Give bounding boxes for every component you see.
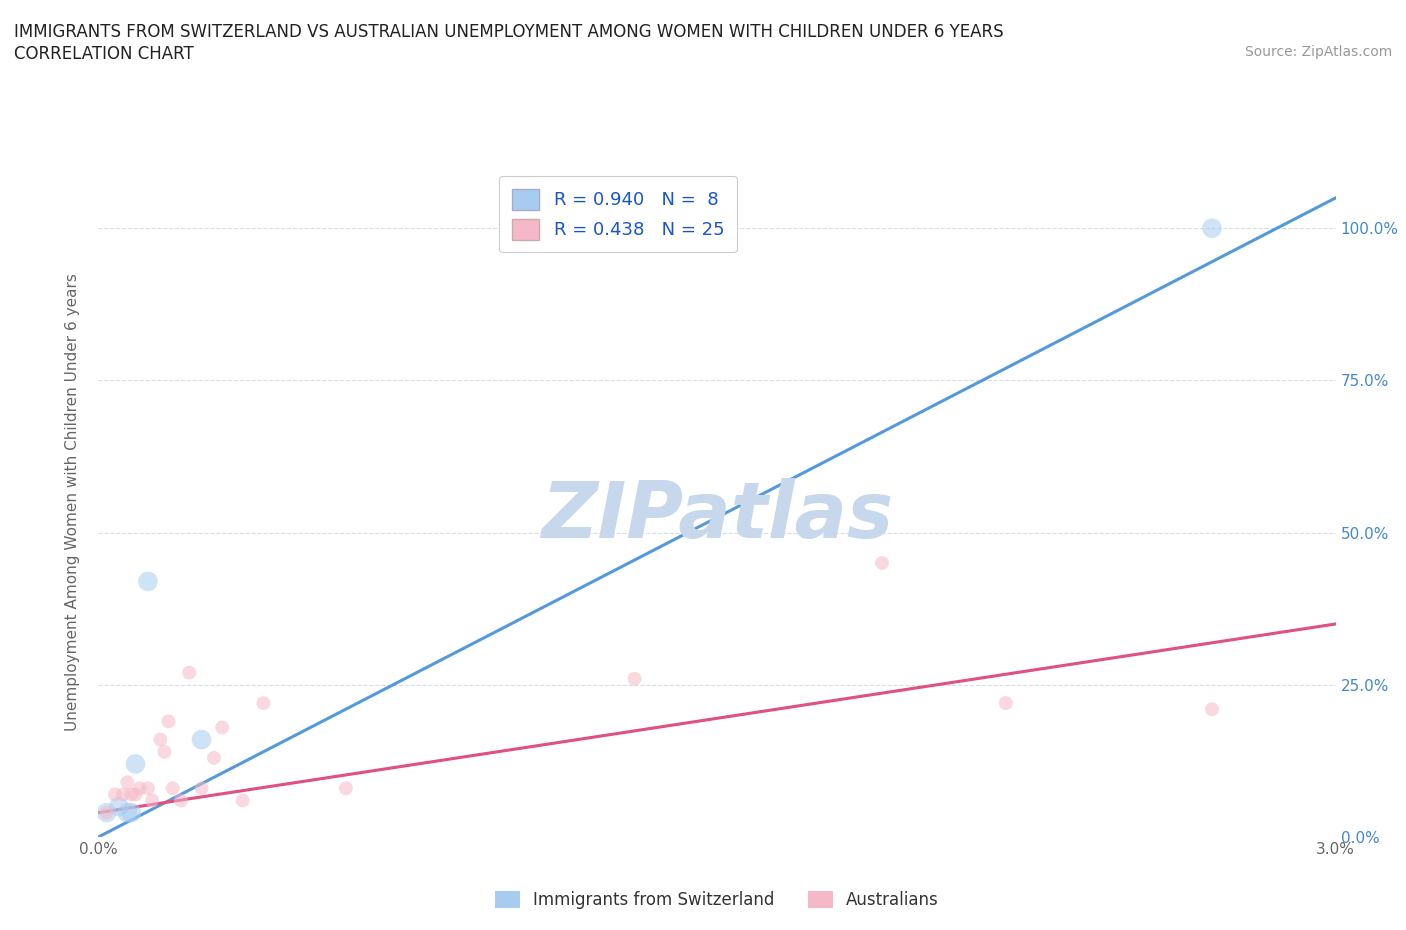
Point (190, 781, 212, 796)
Point (112, 787, 135, 802)
Point (128, 781, 150, 796)
Point (153, 744, 176, 759)
Legend: Immigrants from Switzerland, Australians: Immigrants from Switzerland, Australians (488, 884, 946, 916)
Point (124, 756, 146, 771)
Point (335, 781, 357, 796)
Point (141, 793, 163, 808)
Point (117, 805, 139, 820)
Point (202, 751, 225, 765)
Point (623, 671, 645, 686)
Text: Source: ZipAtlas.com: Source: ZipAtlas.com (1244, 45, 1392, 59)
Y-axis label: Unemployment Among Women with Children Under 6 years: Unemployment Among Women with Children U… (65, 273, 80, 731)
Text: CORRELATION CHART: CORRELATION CHART (14, 45, 194, 62)
Point (149, 732, 172, 747)
Point (136, 781, 159, 796)
Point (136, 574, 159, 589)
Point (211, 720, 233, 735)
Text: IMMIGRANTS FROM SWITZERLAND VS AUSTRALIAN UNEMPLOYMENT AMONG WOMEN WITH CHILDREN: IMMIGRANTS FROM SWITZERLAND VS AUSTRALIA… (14, 23, 1004, 41)
Point (190, 732, 212, 747)
Point (162, 781, 184, 796)
Point (232, 793, 254, 808)
Point (104, 787, 127, 802)
Point (96, 805, 118, 820)
Point (252, 696, 274, 711)
Point (120, 787, 142, 802)
Point (117, 775, 139, 790)
Point (1201, 220, 1223, 235)
Text: ZIPatlas: ZIPatlas (541, 478, 893, 553)
Point (1201, 702, 1223, 717)
Point (108, 799, 131, 814)
Point (994, 696, 1017, 711)
Point (870, 555, 893, 570)
Point (170, 793, 193, 808)
Point (120, 805, 142, 820)
Point (124, 787, 146, 802)
Point (179, 665, 201, 680)
Point (157, 714, 180, 729)
Point (96, 805, 118, 820)
